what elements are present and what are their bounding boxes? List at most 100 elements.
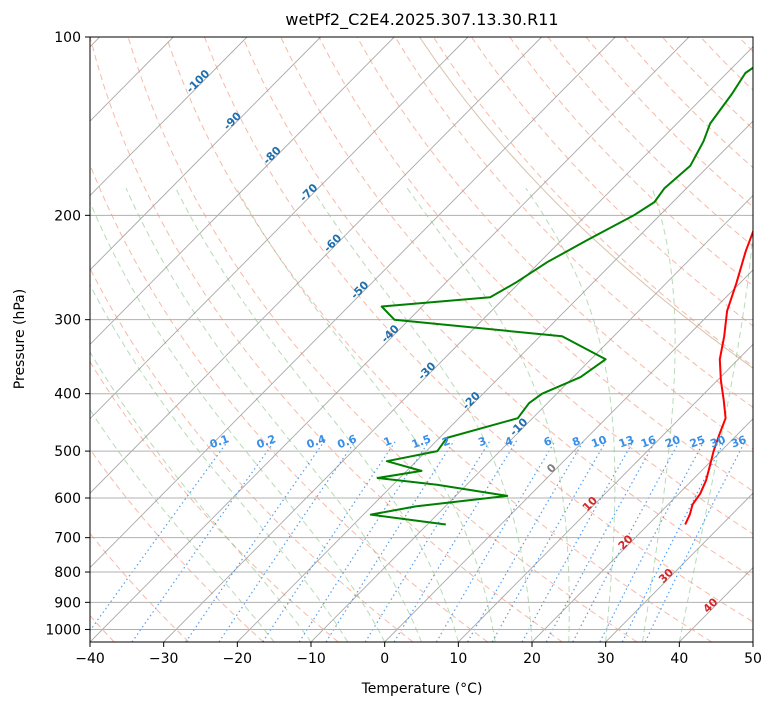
isotherm-line [90,37,616,569]
dry-adiabat [547,37,753,247]
dry-adiabat [90,448,264,642]
moist-adiabat [311,187,533,642]
y-tick-label: 700 [54,531,81,547]
dry-adiabat [394,37,753,409]
mixing-ratio-label: 3 [477,434,489,449]
moist-adiabat [175,187,459,642]
isotherm-label: 20 [616,532,636,552]
isotherm-label: -50 [348,278,371,301]
y-tick-label: 500 [54,444,81,460]
mixing-ratio-label: 6 [542,434,554,449]
y-tick-label: 900 [54,595,81,611]
y-axis-label: Pressure (hPa) [12,289,28,389]
isotherm-line [90,37,395,345]
moist-adiabat [90,408,275,642]
pressure-gridlines [90,37,753,630]
x-tick-label: −10 [296,651,326,667]
mixing-ratio-line [572,440,681,642]
mixing-ratio-line [491,440,607,642]
dry-adiabat [90,163,488,642]
moist-adiabat [125,187,422,642]
moist-adiabat [525,187,616,642]
isotherm-line [90,37,469,420]
x-tick-label: −20 [223,651,253,667]
isotherm-label: -40 [379,322,402,345]
isotherm-label: 30 [656,566,676,586]
isotherm-line [531,418,753,642]
moist-adiabat [678,226,753,642]
isotherm-line [90,37,248,197]
isotherm-line [237,120,753,642]
isotherm-label: -90 [221,109,244,132]
dry-adiabat [127,37,638,642]
background-lines [90,37,753,642]
mixing-ratio-line [364,440,491,642]
mixing-ratio-label: 30 [709,433,728,451]
x-tick-label: −30 [149,651,179,667]
y-axis: 100 200 300 400 500 600 700 800 900 1000 [45,30,90,638]
mixing-ratio-label: 2 [440,434,452,449]
dry-adiabat [90,37,563,642]
isotherm-label: -70 [297,181,320,204]
x-tick-label: 40 [670,651,688,667]
mixing-ratio-label: 0.4 [305,432,328,451]
moist-adiabat [642,188,676,642]
dry-adiabat [203,37,753,623]
moist-adiabat [90,200,386,642]
x-axis-label: Temperature (°C) [361,681,483,697]
isotherm-line [605,492,753,642]
isotherm-line [90,37,690,642]
isotherm-line [90,37,542,494]
mixing-ratio-label: 0.1 [208,432,231,451]
mixing-ratio-label: 36 [729,433,748,451]
dry-adiabat [90,267,414,642]
mixing-ratio-label: 25 [688,433,707,450]
profile-line [684,228,753,525]
dry-adiabat [280,37,753,535]
mixing-ratio-line [621,440,726,642]
y-tick-label: 100 [54,30,81,46]
y-tick-label: 600 [54,491,81,507]
x-tick-label: 20 [523,651,541,667]
isotherm-label: 10 [580,494,600,514]
mixing-ratio-line [262,440,397,642]
dry-adiabat [242,37,753,579]
isotherm-line [679,566,753,642]
isotherm-line [163,46,753,642]
plot-frame [89,36,754,643]
mixing-ratio-label: 4 [503,434,515,449]
x-tick-label: 50 [744,651,762,667]
isotherm-line [90,37,321,271]
mixing-ratio-label: 1.5 [410,432,433,451]
mixing-ratio-label: 16 [639,433,658,451]
plot-area: -100-90-80-70-60-50-40-30-20-10010203040… [90,37,753,642]
mixing-ratio-line [131,440,276,642]
mixing-ratio-label: 0.2 [255,432,278,451]
dry-adiabat [471,37,753,327]
mixing-ratio-label: 13 [617,433,636,450]
x-axis: −40 −30 −20 −10 0 10 20 30 40 50 [75,642,762,667]
mixing-ratio-line [599,440,705,642]
y-tick-label: 200 [54,208,81,224]
x-tick-label: 30 [597,651,615,667]
isotherm-label: -100 [184,67,213,96]
dry-adiabat [356,37,753,450]
moist-adiabat [235,187,496,642]
x-tick-label: 10 [449,651,467,667]
x-tick-label: 0 [380,651,389,667]
isotherm-label: -20 [460,389,483,412]
mixing-ratio-line [218,440,356,642]
dry-adiabat [165,37,712,642]
mixing-ratio-line [521,440,635,642]
moist-adiabat [90,283,349,642]
y-tick-label: 800 [54,565,81,581]
mixing-ratio-line [325,440,455,642]
mixing-ratio-line [545,440,657,642]
mixing-ratio-line [466,440,585,642]
mixing-ratio-line [435,440,556,642]
mixing-ratio-label: 10 [590,433,609,451]
mixing-ratio-label: 20 [663,433,682,451]
mixing-ratio-label: 8 [571,434,583,449]
mixing-ratio-label: 1 [382,434,394,449]
dry-adiabat [509,37,753,287]
